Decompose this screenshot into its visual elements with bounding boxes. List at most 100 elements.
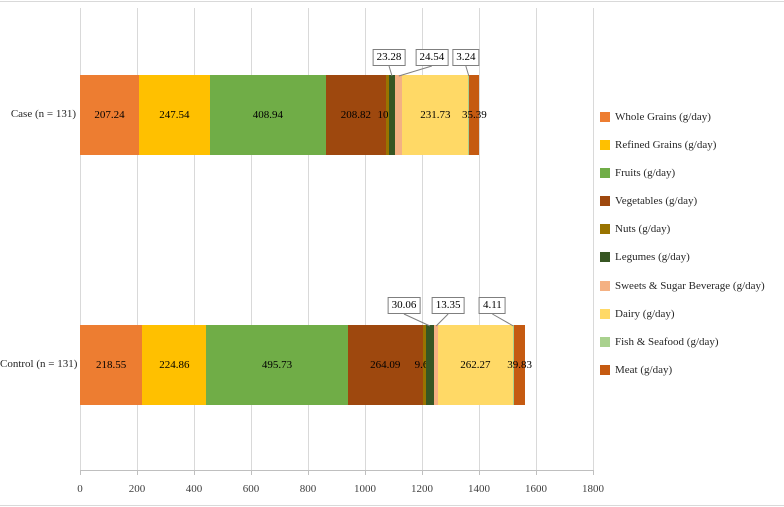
x-axis-tick-label: 800 (299, 483, 317, 495)
bar-segment-nuts-g-day (385, 75, 389, 155)
segment-value-label-dairy-g-day: 262.27 (460, 359, 491, 371)
bar-segment-dairy-g-day (438, 325, 513, 405)
gridline-800 (308, 8, 309, 470)
category-label-case-n-131: Case (n = 131) (10, 108, 76, 120)
bar-segment-fruits-g-day (206, 325, 348, 405)
legend-label: Vegetables (g/day) (615, 195, 698, 208)
value-callout-legumes-g-day: 23.28 (372, 49, 406, 66)
legend-swatch-icon (600, 365, 610, 376)
gridline-400 (194, 8, 195, 470)
legend-item-fruits-g-day: Fruits (g/day) (600, 166, 765, 179)
gridline-0 (80, 8, 81, 470)
legend-item-whole-grains-g-day: Whole Grains (g/day) (600, 110, 765, 123)
segment-value-label-fruits-g-day: 495.73 (261, 359, 293, 371)
legend-label: Whole Grains (g/day) (615, 110, 711, 123)
x-axis-tick-label: 600 (242, 483, 260, 495)
x-axis-tick (194, 470, 195, 475)
legend-swatch-icon (600, 167, 610, 178)
legend-item-legumes-g-day: Legumes (g/day) (600, 251, 765, 264)
legend-label: Refined Grains (g/day) (615, 138, 717, 151)
legend-swatch-icon (600, 224, 610, 235)
legend-item-sweets-sugar-beverage-g-day: Sweets & Sugar Beverage (g/day) (600, 279, 765, 292)
bar-segment-legumes-g-day (388, 75, 396, 155)
bar-segment-meat-g-day (513, 325, 526, 405)
figure-bottom-border (0, 505, 784, 506)
segment-value-label-refined-grains-g-day: 247.54 (159, 109, 190, 121)
gridline-1600 (536, 8, 537, 470)
legend-label: Legumes (g/day) (615, 251, 690, 264)
segment-value-label-meat-g-day: 35.39 (461, 109, 487, 121)
bar-segment-vegetables-g-day (326, 75, 386, 155)
x-axis-tick-label: 200 (128, 483, 146, 495)
bar-segment-refined-grains-g-day (142, 325, 207, 405)
legend-swatch-icon (600, 308, 610, 319)
segment-value-label-vegetables-g-day: 264.09 (370, 359, 401, 371)
value-callout-legumes-g-day: 30.06 (387, 297, 421, 314)
legend-label: Dairy (g/day) (615, 307, 675, 320)
bar-segment-fish-seafood-g-day (468, 75, 470, 155)
gridline-1800 (593, 8, 594, 470)
legend-label: Nuts (g/day) (615, 223, 671, 236)
x-axis-tick (80, 470, 81, 475)
legend: Whole Grains (g/day) Refined Grains (g/da… (600, 110, 765, 377)
segment-value-label-meat-g-day: 39.83 (507, 359, 532, 371)
x-axis-tick-label: 1000 (354, 483, 376, 495)
value-callout-sweets-sugar-beverage-g-day: 13.35 (431, 297, 465, 314)
segment-value-label-refined-grains-g-day: 224.86 (159, 359, 190, 371)
legend-label: Sweets & Sugar Beverage (g/day) (615, 279, 765, 292)
legend-item-nuts-g-day: Nuts (g/day) (600, 223, 765, 236)
legend-label: Meat (g/day) (615, 364, 673, 377)
bar-segment-sweets-sugar-beverage-g-day (434, 325, 439, 405)
segment-value-label-whole-grains-g-day: 218.55 (96, 359, 127, 371)
bar-segment-dairy-g-day (402, 75, 469, 155)
gridline-1200 (422, 8, 423, 470)
bar-segment-legumes-g-day (425, 325, 435, 405)
bar-segment-fish-seafood-g-day (512, 325, 514, 405)
x-axis-tick-label: 400 (185, 483, 203, 495)
x-axis-tick (593, 470, 594, 475)
x-axis-tick (422, 470, 423, 475)
x-axis-tick (479, 470, 480, 475)
x-axis-line (80, 470, 594, 471)
legend-swatch-icon (600, 280, 610, 291)
x-axis-tick-label: 0 (77, 483, 83, 495)
x-axis-tick-label: 1600 (525, 483, 547, 495)
x-axis-tick (365, 470, 366, 475)
legend-swatch-icon (600, 111, 610, 122)
x-axis-tick-label: 1200 (411, 483, 433, 495)
x-axis-tick (536, 470, 537, 475)
value-callout-fish-seafood-g-day: 3.24 (452, 49, 480, 66)
x-axis-tick-label: 1800 (582, 483, 604, 495)
bar-segment-whole-grains-g-day (80, 325, 143, 405)
gridline-600 (251, 8, 252, 470)
segment-value-label-fruits-g-day: 408.94 (252, 109, 283, 121)
figure-top-border (0, 1, 784, 2)
gridline-1400 (479, 8, 480, 470)
segment-value-label-dairy-g-day: 231.73 (420, 109, 451, 121)
legend-item-refined-grains-g-day: Refined Grains (g/day) (600, 138, 765, 151)
category-label-control-n-131: Control (n = 131) (0, 358, 78, 370)
value-callout-sweets-sugar-beverage-g-day: 24.54 (415, 49, 449, 66)
legend-item-meat-g-day: Meat (g/day) (600, 364, 765, 377)
bar-segment-meat-g-day (469, 75, 480, 155)
legend-label: Fruits (g/day) (615, 166, 676, 179)
gridline-200 (137, 8, 138, 470)
legend-item-fish-seafood-g-day: Fish & Seafood (g/day) (600, 336, 765, 349)
legend-swatch-icon (600, 252, 610, 263)
legend-item-vegetables-g-day: Vegetables (g/day) (600, 195, 765, 208)
value-callout-fish-seafood-g-day: 4.11 (478, 297, 506, 314)
legend-item-dairy-g-day: Dairy (g/day) (600, 307, 765, 320)
gridline-1000 (365, 8, 366, 470)
bar-segment-vegetables-g-day (347, 325, 423, 405)
x-axis-tick-label: 1400 (468, 483, 490, 495)
x-axis-tick (251, 470, 252, 475)
bar-segment-fruits-g-day (209, 75, 327, 155)
x-axis-tick (308, 470, 309, 475)
bar-segment-refined-grains-g-day (139, 75, 210, 155)
legend-swatch-icon (600, 196, 610, 207)
x-axis-tick (137, 470, 138, 475)
legend-swatch-icon (600, 337, 610, 347)
segment-value-label-vegetables-g-day: 208.82 (340, 109, 372, 121)
